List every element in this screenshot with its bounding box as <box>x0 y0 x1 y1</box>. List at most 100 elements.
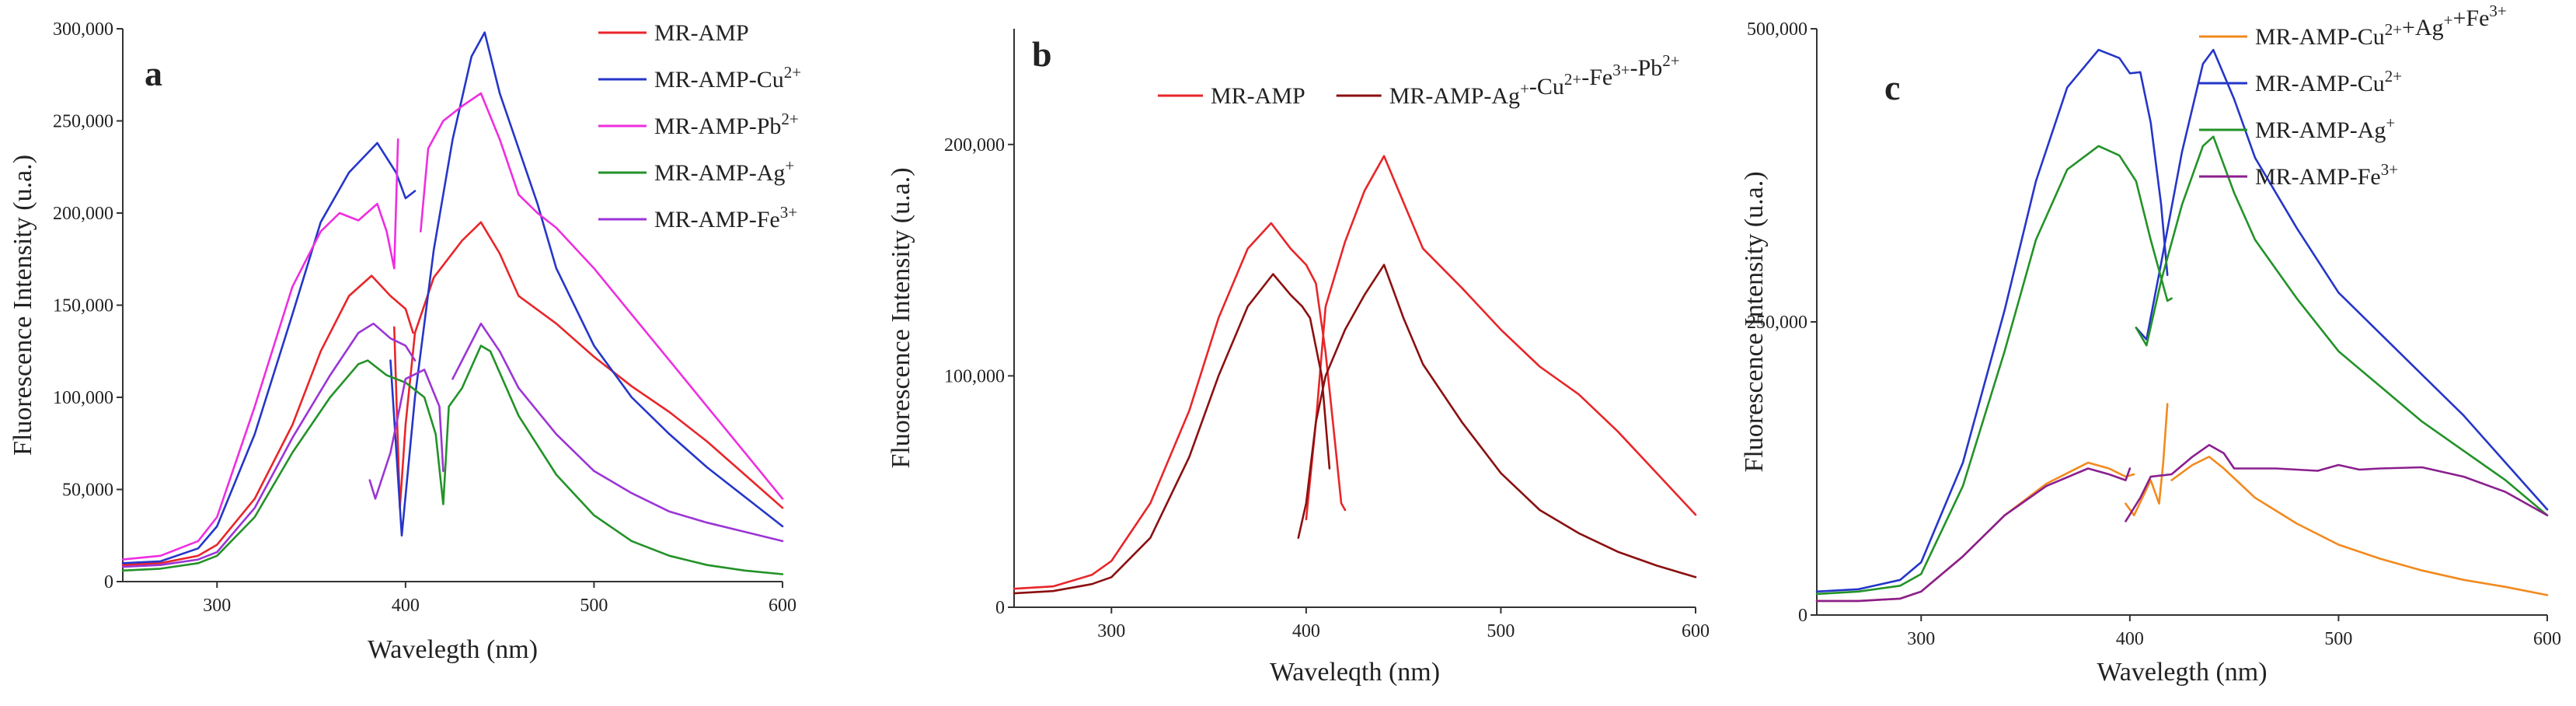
series-line <box>1815 467 2132 603</box>
series-line <box>393 221 784 509</box>
series-line <box>1305 155 1697 521</box>
x-tick-label: 500 <box>2324 629 2352 649</box>
series-3 <box>121 92 784 561</box>
legend-item: MR-AMP-Cu2++Ag++Fe3+ <box>2199 2 2507 50</box>
legend-label: MR-AMP-Cu2+ <box>2255 67 2402 96</box>
y-tick-label: 250,000 <box>1747 313 1807 333</box>
series-5 <box>121 322 784 568</box>
legend-item: MR-AMP-Pb2+ <box>598 110 799 139</box>
legend: MR-AMP MR-AMP-Ag+-Cu2+-Fe3+-Pb2+ <box>1158 51 1680 109</box>
legend-label: MR-AMP-Ag+ <box>2255 114 2395 143</box>
chart-panel-b: 0 100,000 200,000 300 400 500 600 Waveleqth (nm… <box>887 29 1710 687</box>
series-line <box>2125 403 2169 517</box>
legend: MR-AMP-Cu2++Ag++Fe3+ MR-AMP-Cu2+ MR-AMP-Ag… <box>2199 2 2507 190</box>
panel-letter: a <box>145 54 162 93</box>
legend-label: MR-AMP-Pb2+ <box>654 110 799 139</box>
legend-label: MR-AMP-Cu2++Ag++Fe3+ <box>2255 2 2507 50</box>
series-line <box>2135 135 2549 517</box>
y-tick-label: 0 <box>1798 606 1807 626</box>
series-line <box>2170 456 2549 596</box>
series-line <box>1013 273 1331 595</box>
series-line <box>2135 48 2549 511</box>
series-2 <box>121 31 784 564</box>
y-axis-title: Fluorescence Intensity (u.a.) <box>9 155 37 456</box>
series-1 <box>121 221 784 566</box>
series-line <box>121 322 417 568</box>
legend-item: MR-AMP-Ag+-Cu2+-Fe3+-Pb2+ <box>1336 51 1680 109</box>
x-tick-label: 400 <box>392 596 420 616</box>
y-tick-label: 200,000 <box>53 204 113 224</box>
series-line <box>451 322 784 543</box>
legend-item: MR-AMP <box>598 20 749 46</box>
legend-item: MR-AMP-Fe3+ <box>2199 160 2398 190</box>
legend-item: MR-AMP <box>1158 83 1305 109</box>
series-line <box>121 274 414 566</box>
x-axis-title: Waveleqth (nm) <box>1270 658 1440 687</box>
y-tick-label: 300,000 <box>53 19 113 40</box>
x-tick-label: 400 <box>1292 621 1320 641</box>
x-tick-label: 500 <box>1487 621 1515 641</box>
axis-frame <box>1816 29 2547 616</box>
y-tick-label: 100,000 <box>944 366 1005 386</box>
legend-item: MR-AMP-Ag+ <box>2199 114 2395 143</box>
series-line <box>2125 444 2549 523</box>
legend-label: MR-AMP-Cu2+ <box>654 63 801 93</box>
legend-item: MR-AMP-Fe3+ <box>598 203 797 232</box>
series-line <box>368 369 444 500</box>
series-2 <box>1815 48 2549 593</box>
y-tick-label: 200,000 <box>944 135 1005 156</box>
series-line <box>1815 461 2135 603</box>
legend-item: MR-AMP-Ag+ <box>598 156 794 186</box>
y-axis-title: Fluorescence Intensity (u.a.) <box>1740 171 1769 472</box>
x-tick-label: 600 <box>1682 621 1710 641</box>
chart-panel-a: 0 50,000 100,000 150,000 200,000 250,000 300,0… <box>9 19 801 664</box>
y-tick-label: 250,000 <box>53 112 113 132</box>
chart-panel-c: 0 250,000 500,000 300 400 500 600 Wavelegth (nm… <box>1740 2 2561 687</box>
x-tick-label: 500 <box>580 596 608 616</box>
series-line <box>1297 264 1697 578</box>
legend-label: MR-AMP-Ag+ <box>654 156 794 186</box>
y-tick-label: 100,000 <box>53 388 113 408</box>
series-4 <box>121 344 784 575</box>
y-tick-label: 50,000 <box>62 481 113 501</box>
legend-item: MR-AMP-Cu2+ <box>598 63 801 93</box>
legend-label: MR-AMP-Ag+-Cu2+-Fe3+-Pb2+ <box>1389 51 1680 109</box>
series-line <box>121 138 399 561</box>
legend-label: MR-AMP <box>1211 83 1305 109</box>
x-tick-label: 300 <box>203 596 231 616</box>
series-line <box>121 344 784 575</box>
legend-label: MR-AMP-Fe3+ <box>2255 160 2398 190</box>
x-tick-label: 600 <box>769 596 797 616</box>
x-tick-label: 600 <box>2533 629 2561 649</box>
x-tick-label: 300 <box>1907 629 1935 649</box>
y-axis-title: Fluorescence Intensity (u.a.) <box>887 167 915 468</box>
series-line <box>420 92 784 500</box>
x-tick-label: 300 <box>1097 621 1125 641</box>
x-axis-title: Wavelegth (nm) <box>2097 658 2267 687</box>
x-axis-title: Wavelegth (nm) <box>368 635 538 664</box>
panel-letter: c <box>1884 68 1900 107</box>
y-tick-label: 0 <box>104 572 113 592</box>
series-line <box>389 31 784 537</box>
series-line <box>1013 222 1347 590</box>
series-4 <box>1815 444 2549 603</box>
series-line <box>1815 145 2173 596</box>
y-tick-label: 500,000 <box>1747 19 1807 40</box>
axis-frame <box>1013 29 1696 608</box>
legend-item: MR-AMP-Cu2+ <box>2199 67 2402 96</box>
y-tick-label: 0 <box>995 598 1005 618</box>
series-2 <box>1013 264 1697 595</box>
legend: MR-AMP MR-AMP-Cu2+ MR-AMP-Pb2+ MR-AMP-Ag+ MR… <box>598 20 801 232</box>
series-1 <box>1013 155 1697 590</box>
panel-letter: b <box>1032 34 1052 74</box>
legend-label: MR-AMP <box>654 20 749 46</box>
series-3 <box>1815 135 2549 596</box>
series-line <box>1815 48 2169 593</box>
y-tick-label: 150,000 <box>53 296 113 316</box>
x-tick-label: 400 <box>2116 629 2144 649</box>
legend-label: MR-AMP-Fe3+ <box>654 203 797 232</box>
axis-frame <box>122 29 783 582</box>
series-line <box>121 142 417 564</box>
